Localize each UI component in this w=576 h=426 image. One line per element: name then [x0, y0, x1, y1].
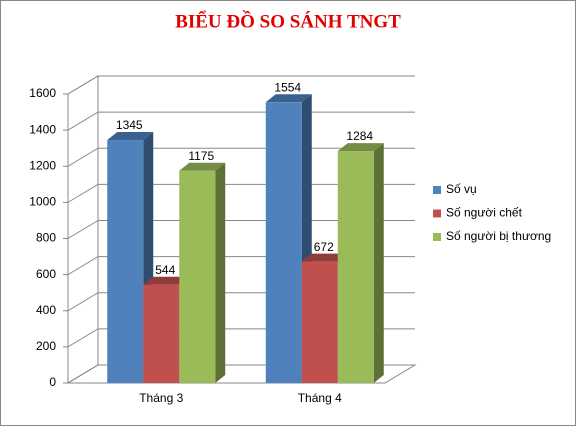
y-tick-label: 0: [49, 375, 56, 389]
data-label: 544: [155, 263, 175, 277]
legend-swatch: [433, 233, 441, 241]
legend-label: Số người chết: [446, 206, 523, 220]
y-tick-label: 1600: [29, 86, 56, 100]
data-label: 1345: [116, 118, 143, 132]
data-label: 1554: [274, 80, 301, 94]
bar: [337, 151, 374, 383]
legend-swatch: [433, 209, 441, 218]
bar: [107, 140, 144, 383]
bar-top: [301, 253, 348, 262]
y-tick-label: 400: [36, 303, 56, 317]
bar: [301, 261, 338, 383]
legend-label: Số vụ: [446, 182, 477, 196]
bar: [265, 102, 302, 383]
legend-label: Số người bị thương: [446, 229, 551, 243]
bar-side: [215, 162, 226, 383]
bar-top: [179, 162, 226, 171]
bar: [143, 284, 180, 383]
chart-title: BIỂU ĐỒ SO SÁNH TNGT: [175, 10, 401, 32]
y-tick-label: 200: [36, 339, 56, 353]
bar-top: [107, 132, 154, 141]
x-tick-label: Tháng 3: [139, 391, 183, 405]
y-tick-label: 1000: [29, 195, 56, 209]
y-tick-label: 1400: [29, 122, 56, 136]
y-tick-label: 600: [36, 267, 56, 281]
bar-top: [143, 276, 190, 285]
bar-top: [337, 143, 384, 152]
bar-top: [265, 94, 312, 103]
x-tick-label: Tháng 4: [298, 391, 342, 405]
grid-line: [67, 75, 415, 95]
data-label: 1175: [188, 149, 214, 163]
bar: [179, 170, 216, 383]
data-label: 672: [314, 240, 334, 254]
data-label: 1284: [346, 129, 373, 143]
bar-side: [373, 143, 384, 383]
y-tick-label: 800: [36, 231, 56, 245]
y-tick-label: 1200: [29, 158, 56, 172]
legend-swatch: [433, 186, 441, 194]
